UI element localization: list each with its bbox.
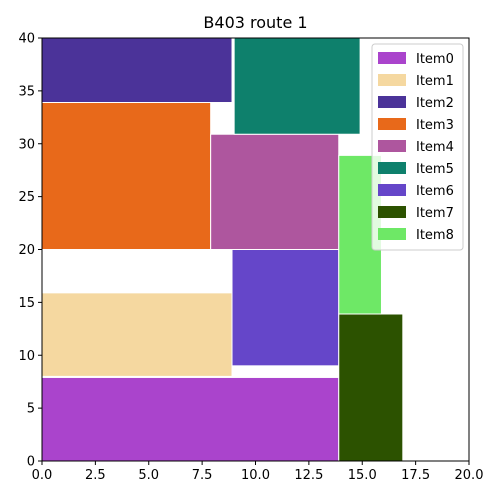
legend-label-item0: Item0 bbox=[416, 52, 454, 67]
x-tick-label: 5.0 bbox=[138, 468, 159, 483]
y-tick-label: 20 bbox=[18, 243, 35, 258]
rect-item6 bbox=[231, 249, 340, 367]
rect-item2 bbox=[41, 37, 233, 104]
y-tick-label: 35 bbox=[18, 84, 35, 99]
rect-item4 bbox=[210, 133, 340, 250]
x-tick-label: 2.5 bbox=[85, 468, 106, 483]
legend-swatch-item4 bbox=[378, 140, 406, 152]
x-tick-label: 10.0 bbox=[241, 468, 270, 483]
legend-label-item5: Item5 bbox=[416, 162, 454, 177]
x-tick-label: 17.5 bbox=[401, 468, 430, 483]
rect-item7 bbox=[338, 313, 404, 462]
legend-swatch-item0 bbox=[378, 52, 406, 64]
legend-label-item7: Item7 bbox=[416, 206, 454, 221]
x-tick-label: 0.0 bbox=[32, 468, 53, 483]
y-tick-label: 5 bbox=[27, 402, 35, 417]
legend-swatch-item3 bbox=[378, 118, 406, 130]
legend-swatch-item1 bbox=[378, 74, 406, 86]
legend-label-item2: Item2 bbox=[416, 96, 454, 111]
x-tick-label: 15.0 bbox=[348, 468, 377, 483]
chart-title: B403 route 1 bbox=[203, 13, 307, 32]
x-tick-label: 7.5 bbox=[192, 468, 213, 483]
rect-item0 bbox=[41, 376, 340, 462]
y-tick-label: 25 bbox=[18, 190, 35, 205]
legend-label-item8: Item8 bbox=[416, 228, 454, 243]
y-tick-label: 40 bbox=[18, 32, 35, 47]
legend-swatch-item7 bbox=[378, 206, 406, 218]
x-axis: 0.0 2.5 5.0 7.5 10.0 12.5 15.0 17.5 20.0 bbox=[32, 461, 484, 483]
legend-label-item4: Item4 bbox=[416, 140, 454, 155]
legend-swatch-item8 bbox=[378, 228, 406, 240]
y-tick-label: 0 bbox=[27, 455, 35, 470]
rect-item1 bbox=[41, 292, 233, 377]
rect-item5 bbox=[233, 37, 361, 135]
y-tick-label: 10 bbox=[18, 349, 35, 364]
legend-box bbox=[371, 43, 464, 251]
legend-swatch-item6 bbox=[378, 184, 406, 196]
y-axis: 0 5 10 15 20 25 30 35 40 bbox=[18, 32, 42, 470]
legend-label-item1: Item1 bbox=[416, 74, 454, 89]
legend: Item0 Item1 Item2 Item3 Item4 Item5 Item6 Item7… bbox=[371, 43, 464, 251]
y-tick-label: 30 bbox=[18, 137, 35, 152]
x-tick-label: 12.5 bbox=[294, 468, 323, 483]
legend-swatch-item2 bbox=[378, 96, 406, 108]
x-tick-label: 20.0 bbox=[455, 468, 484, 483]
legend-label-item6: Item6 bbox=[416, 184, 454, 199]
rects-layer bbox=[41, 37, 404, 462]
legend-label-item3: Item3 bbox=[416, 118, 454, 133]
y-tick-label: 15 bbox=[18, 296, 35, 311]
rect-item3 bbox=[41, 102, 212, 250]
legend-swatch-item5 bbox=[378, 162, 406, 174]
